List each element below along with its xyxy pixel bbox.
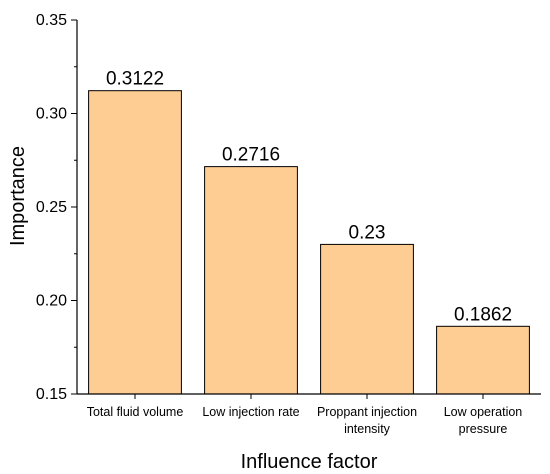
data-label-2: 0.2716 bbox=[222, 145, 280, 166]
y-tick-label-1: 0.15 bbox=[36, 386, 67, 403]
data-label-1: 0.3122 bbox=[106, 69, 164, 90]
x-axis: Total fluid volume Low injection rate Prop… bbox=[77, 393, 541, 436]
bar-2 bbox=[204, 166, 298, 395]
x-tick-label-4: Low operation pressure bbox=[444, 405, 523, 436]
y-axis: 0.15 0.20 0.25 0.30 0.35 bbox=[36, 12, 78, 403]
data-label-4: 0.1862 bbox=[454, 304, 512, 325]
data-labels-group: 0.3122 0.2716 0.23 0.1862 bbox=[106, 69, 512, 326]
bars-group bbox=[88, 90, 530, 395]
y-tick-label-2: 0.20 bbox=[36, 293, 67, 310]
bar-1 bbox=[88, 90, 182, 395]
x-tick-label-2: Low injection rate bbox=[202, 405, 299, 419]
bar-3 bbox=[320, 243, 414, 395]
y-tick-label-3: 0.25 bbox=[36, 199, 67, 216]
x-tick-label-1: Total fluid volume bbox=[87, 405, 184, 419]
y-tick-label-4: 0.30 bbox=[36, 106, 67, 123]
y-axis-title: Importance bbox=[7, 146, 29, 246]
x-tick-label-3: Proppant injection intensity bbox=[317, 405, 417, 436]
y-tick-label-5: 0.35 bbox=[36, 12, 67, 29]
x-axis-title: Influence factor bbox=[241, 451, 378, 473]
data-label-3: 0.23 bbox=[349, 222, 386, 243]
bar-4 bbox=[436, 325, 530, 395]
